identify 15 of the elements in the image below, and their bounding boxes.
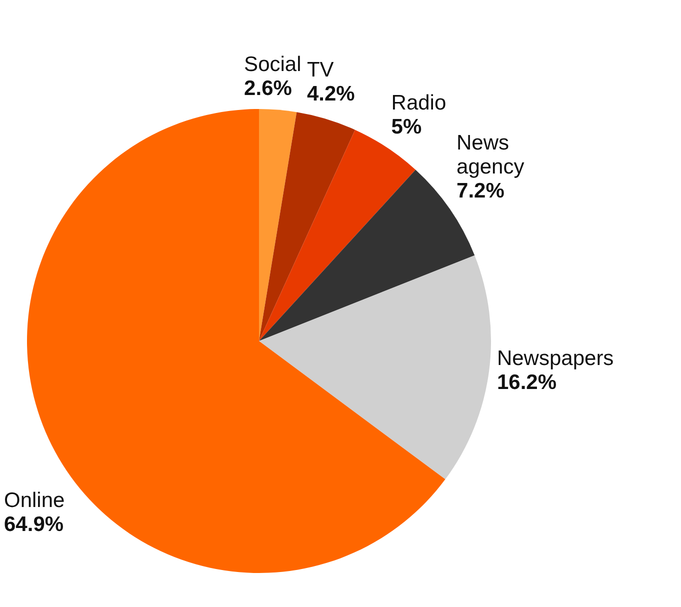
pie-slice xyxy=(259,255,491,480)
pie-slice xyxy=(259,112,356,341)
slice-label: Online xyxy=(4,489,65,512)
slice-label: Radio xyxy=(391,92,446,115)
slice-label: TV xyxy=(306,58,334,82)
data-label: 16.2% xyxy=(496,371,557,394)
data-label: 7.2% xyxy=(456,180,505,203)
slice-label: Social xyxy=(244,52,302,76)
pie-slice xyxy=(259,109,297,341)
data-label: 2.6% xyxy=(244,76,292,100)
slice-label: Newspapers xyxy=(496,347,614,370)
slice-label: News agency xyxy=(456,132,525,179)
data-label: 64.9% xyxy=(4,513,64,536)
data-label: 5% xyxy=(391,116,422,139)
data-label: 4.2% xyxy=(306,82,356,106)
